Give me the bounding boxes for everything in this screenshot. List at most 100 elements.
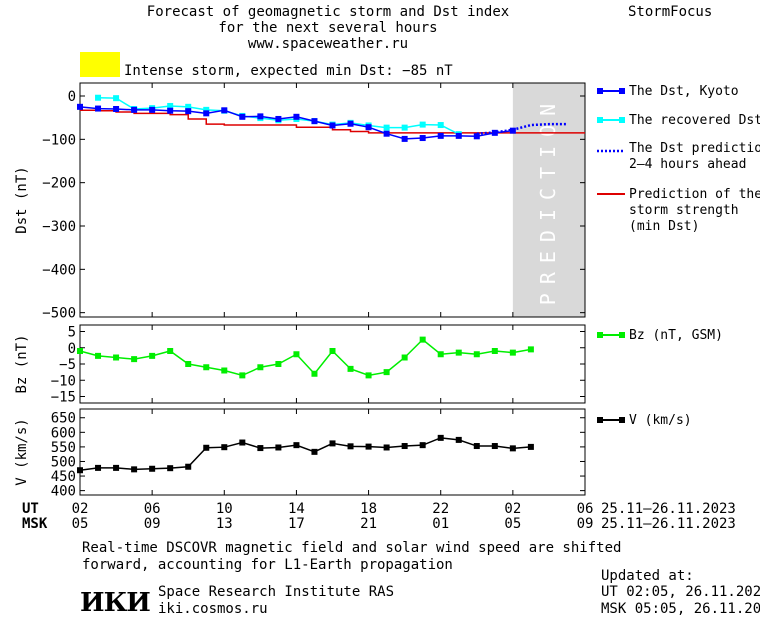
ut-tick-label: 10 xyxy=(216,501,233,517)
bz-point xyxy=(275,361,282,367)
y-axis-label: V (km/s) xyxy=(14,418,30,485)
dst-prediction-line xyxy=(476,122,567,135)
legend-recovered-label: The recovered Dst xyxy=(629,113,760,128)
plot-area-2 xyxy=(80,325,585,403)
updated-msk: MSK 05:05, 26.11.2023 xyxy=(601,601,760,617)
msk-tick-label: 17 xyxy=(288,516,305,532)
v-point xyxy=(239,439,246,446)
y-tick-label: 600 xyxy=(51,425,76,441)
y-tick-label: −10 xyxy=(51,373,76,389)
legend-v-marker xyxy=(619,417,625,423)
bz-point xyxy=(311,370,318,377)
msk-tick-label: 21 xyxy=(360,516,377,532)
ut-tick-label: 02 xyxy=(72,501,89,517)
kyoto-dst-point xyxy=(401,135,408,142)
v-point xyxy=(95,464,102,471)
kyoto-dst-point xyxy=(365,124,372,131)
updated-ut: UT 02:05, 26.11.2023 xyxy=(601,584,760,600)
plot-area-3 xyxy=(80,409,585,495)
updated-label: Updated at: xyxy=(601,568,694,584)
legend-storm-label: Prediction of the xyxy=(629,187,760,202)
msk-tick-label: 01 xyxy=(432,516,449,532)
iki-logo: ИКИ xyxy=(80,588,151,618)
kyoto-dst-point xyxy=(419,135,426,142)
legend-kyoto-marker xyxy=(619,88,625,94)
v-point xyxy=(275,444,282,451)
kyoto-dst-point xyxy=(491,129,498,136)
v-point xyxy=(509,445,516,452)
legend-bz-marker xyxy=(597,332,603,338)
v-point xyxy=(527,443,534,450)
v-point xyxy=(329,440,336,447)
storm-alert-swatch xyxy=(80,52,120,77)
kyoto-dst-point xyxy=(149,106,156,113)
bz-point xyxy=(527,346,534,353)
kyoto-dst-point xyxy=(293,113,300,120)
legend-recovered-marker xyxy=(619,117,625,123)
chart-title-line2: for the next several hours xyxy=(218,20,438,36)
legend-kyoto-marker xyxy=(597,88,603,94)
bz-point xyxy=(239,372,246,379)
y-tick-label: 550 xyxy=(51,440,76,456)
recovered-dst-point xyxy=(401,124,408,131)
v-point xyxy=(131,466,138,473)
kyoto-dst-point xyxy=(257,113,264,120)
y-axis-label: Bz (nT) xyxy=(14,334,30,393)
storm-strength-line xyxy=(80,109,585,134)
y-tick-label: 450 xyxy=(51,469,76,485)
y-axis-label: Dst (nT) xyxy=(14,166,30,233)
kyoto-dst-point xyxy=(275,115,282,122)
ut-tick-label: 06 xyxy=(577,501,594,517)
plot-frame-3 xyxy=(79,408,586,496)
msk-tick-label: 09 xyxy=(577,516,594,532)
recovered-dst-point xyxy=(419,121,426,128)
v-point xyxy=(401,443,408,450)
bz-point xyxy=(293,351,300,358)
kyoto-dst-point xyxy=(473,133,480,140)
plot-area-1 xyxy=(80,83,585,317)
msk-tick-label: 13 xyxy=(216,516,233,532)
bz-point xyxy=(491,348,498,354)
bz-point xyxy=(131,356,138,363)
legend-v-label: V (km/s) xyxy=(629,413,692,428)
storm-alert-text: Intense storm, expected min Dst: −85 nT xyxy=(124,63,453,79)
bz-point xyxy=(203,364,210,371)
v-point xyxy=(221,444,228,451)
institute-site[interactable]: iki.cosmos.ru xyxy=(158,601,268,617)
date-range-msk: 25.11–26.11.2023 xyxy=(601,516,736,532)
legend-bz-label: Bz (nT, GSM) xyxy=(629,328,723,343)
bz-point xyxy=(437,351,444,358)
bz-point xyxy=(509,349,516,356)
kyoto-dst-point xyxy=(131,106,138,113)
y-tick-label: 0 xyxy=(68,89,76,105)
recovered-dst-point xyxy=(95,94,102,101)
y-tick-label: −400 xyxy=(42,262,76,278)
kyoto-dst-point xyxy=(113,106,120,112)
kyoto-dst-point xyxy=(95,105,102,112)
legend-recovered-marker xyxy=(597,117,603,123)
kyoto-dst-point xyxy=(311,118,318,125)
msk-label: MSK xyxy=(22,516,48,532)
date-range-ut: 25.11–26.11.2023 xyxy=(601,501,736,517)
bz-line xyxy=(79,338,532,377)
v-point xyxy=(347,443,354,450)
ut-tick-label: 06 xyxy=(144,501,161,517)
bz-point xyxy=(401,354,408,361)
footer-note-line1: Real-time DSCOVR magnetic field and sola… xyxy=(82,540,622,556)
kyoto-dst-point xyxy=(203,110,210,117)
legend-storm-label: (min Dst) xyxy=(629,219,699,234)
v-point xyxy=(365,443,372,450)
kyoto-dst-point xyxy=(167,107,174,114)
bz-point xyxy=(113,354,120,361)
v-point xyxy=(383,444,390,451)
kyoto-dst-point xyxy=(437,132,444,139)
v-point xyxy=(419,442,426,449)
kyoto-dst-point xyxy=(347,120,354,127)
bz-point xyxy=(329,348,336,354)
site-url: www.spaceweather.ru xyxy=(247,36,409,52)
v-point xyxy=(491,443,498,450)
bz-point xyxy=(419,336,426,343)
bz-point xyxy=(167,348,174,354)
bz-point xyxy=(257,364,264,371)
